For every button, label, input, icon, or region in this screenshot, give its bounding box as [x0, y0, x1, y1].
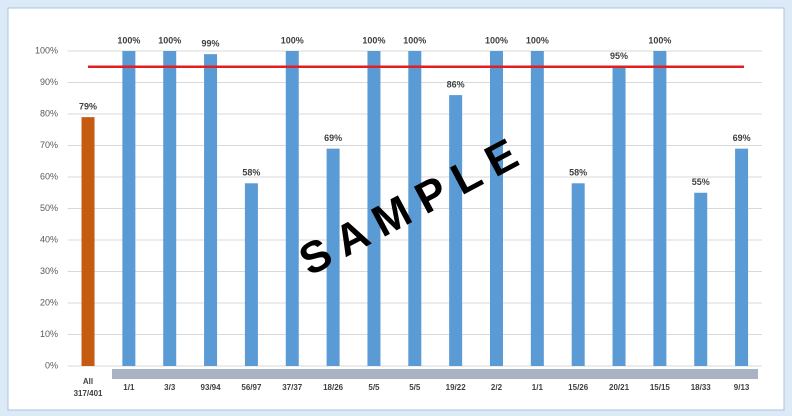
bar [735, 148, 749, 366]
x-tick-label: 93/94 [201, 383, 222, 392]
x-tick-label: 1/1 [532, 383, 544, 392]
x-tick-label: 3/3 [164, 383, 176, 392]
x-tick-label: 18/26 [323, 383, 344, 392]
value-label: 100% [648, 35, 671, 45]
value-label: 58% [569, 168, 587, 178]
bar [694, 192, 708, 366]
x-tick-label: 18/33 [691, 383, 712, 392]
y-tick-label: 90% [40, 77, 58, 87]
bar [244, 183, 258, 366]
y-tick-label: 30% [40, 266, 58, 276]
value-label: 100% [362, 35, 385, 45]
bar [449, 95, 463, 366]
bar [571, 183, 585, 366]
value-label: 100% [485, 35, 508, 45]
y-tick-label: 10% [40, 329, 58, 339]
value-label: 100% [158, 35, 181, 45]
y-tick-label: 60% [40, 171, 58, 181]
x-tick-line: All [83, 377, 93, 386]
bar [367, 51, 381, 366]
value-label: 86% [447, 79, 465, 89]
x-tick-label: 2/2 [491, 383, 503, 392]
y-tick-label: 80% [40, 108, 58, 118]
x-tick-label: 20/21 [609, 383, 630, 392]
value-label: 100% [281, 35, 304, 45]
x-tick-label: All 317/401 [74, 377, 103, 398]
bar [285, 51, 299, 366]
bar [653, 51, 667, 366]
axis-band [112, 369, 758, 379]
bar [163, 51, 177, 366]
bar [408, 51, 422, 366]
x-tick-label: 56/97 [241, 383, 262, 392]
y-tick-label: 20% [40, 297, 58, 307]
bar [204, 54, 218, 367]
value-label: 100% [117, 35, 140, 45]
value-label: 95% [610, 51, 628, 61]
x-tick-label: 1/1 [123, 383, 135, 392]
value-label: 99% [202, 39, 220, 49]
y-tick-label: 0% [45, 360, 58, 370]
x-tick-label: 15/15 [650, 383, 671, 392]
x-tick-label: 37/37 [282, 383, 303, 392]
value-label: 58% [242, 168, 260, 178]
x-tick-line: 317/401 [74, 389, 103, 398]
value-label: 100% [526, 35, 549, 45]
value-label: 55% [692, 177, 710, 187]
bar [612, 66, 626, 366]
bar [530, 51, 544, 366]
y-tick-label: 50% [40, 203, 58, 213]
y-tick-label: 100% [35, 45, 58, 55]
y-tick-label: 70% [40, 140, 58, 150]
y-tick-label: 40% [40, 234, 58, 244]
value-label: 100% [403, 35, 426, 45]
bar [81, 117, 95, 367]
bar [326, 148, 340, 366]
x-tick-label: 5/5 [409, 383, 421, 392]
x-tick-label: 19/22 [446, 383, 467, 392]
x-tick-label: 15/26 [568, 383, 589, 392]
bar [122, 51, 136, 366]
x-tick-label: 5/5 [368, 383, 380, 392]
bar [489, 51, 503, 366]
value-label: 69% [324, 133, 342, 143]
value-label: 69% [733, 133, 751, 143]
value-label: 79% [79, 102, 97, 112]
x-tick-label: 9/13 [734, 383, 750, 392]
